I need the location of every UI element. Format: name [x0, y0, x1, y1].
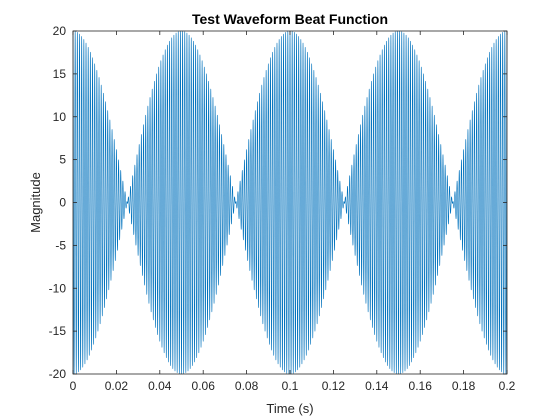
y-tick-label: -15 — [49, 324, 67, 338]
x-axis-label: Time (s) — [266, 401, 313, 416]
y-tick-label: -5 — [55, 238, 66, 252]
x-tick-label: 0.02 — [105, 379, 129, 393]
x-tick-label: 0.12 — [322, 379, 346, 393]
x-tick-label: 0.04 — [148, 379, 172, 393]
x-tick-label: 0.14 — [365, 379, 389, 393]
y-tick-label: 0 — [59, 196, 66, 210]
y-tick-label: 20 — [53, 24, 67, 38]
y-tick-label: -20 — [49, 367, 67, 381]
y-tick-label: 10 — [53, 110, 67, 124]
axes-layer: 0 0.02 0.04 0.06 0.08 0.1 0.12 0.14 0.16 0.18 0.2 -… — [49, 24, 516, 393]
y-axis-label: Magnitude — [28, 172, 43, 233]
x-tick-label: 0.08 — [235, 379, 259, 393]
chart-title: Test Waveform Beat Function — [192, 11, 388, 27]
x-tick-label: 0 — [70, 379, 77, 393]
y-tick-label: 15 — [53, 67, 67, 81]
x-tick-label: 0.2 — [499, 379, 516, 393]
x-tick-label: 0.1 — [282, 379, 299, 393]
x-tick-label: 0.16 — [409, 379, 433, 393]
y-tick-label: 5 — [59, 153, 66, 167]
x-tick-label: 0.18 — [452, 379, 476, 393]
x-tick-label: 0.06 — [192, 379, 216, 393]
y-tick-label: -10 — [49, 281, 67, 295]
